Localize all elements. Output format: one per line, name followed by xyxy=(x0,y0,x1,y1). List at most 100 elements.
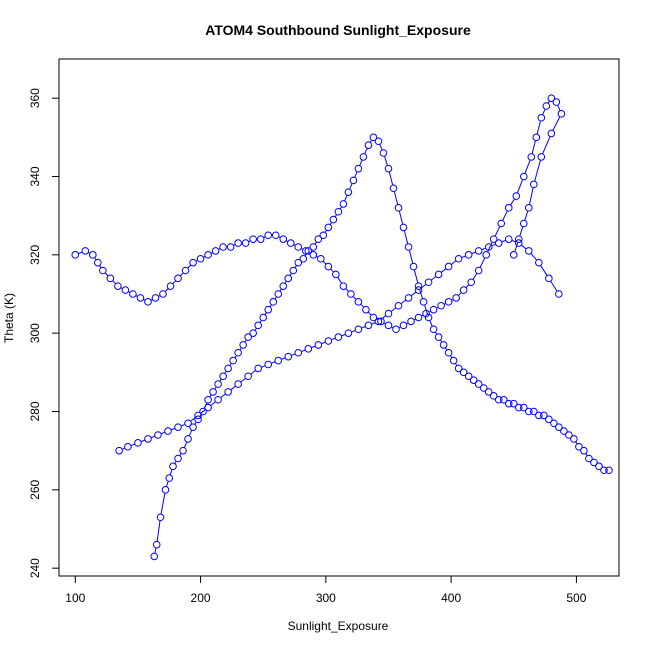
data-point xyxy=(269,298,278,306)
data-point xyxy=(354,325,363,334)
data-point xyxy=(519,219,528,228)
data-point xyxy=(99,266,107,275)
series-segment xyxy=(219,379,222,382)
data-point xyxy=(384,309,393,318)
data-point xyxy=(379,149,388,157)
data-point xyxy=(484,243,493,251)
series-segment xyxy=(408,250,414,264)
data-point xyxy=(444,348,453,357)
series-segment xyxy=(143,299,145,301)
data-point xyxy=(437,301,445,310)
data-point xyxy=(399,223,408,232)
series-segment xyxy=(472,273,478,280)
data-point xyxy=(444,298,453,306)
series-segment xyxy=(360,304,364,308)
series-segment xyxy=(413,269,419,283)
data-point xyxy=(204,251,212,259)
series-segment xyxy=(401,299,407,304)
data-point xyxy=(479,384,488,392)
series-segment xyxy=(481,247,486,251)
series-segment xyxy=(575,441,578,444)
data-point xyxy=(494,239,503,247)
data-point xyxy=(174,274,182,283)
series-segment xyxy=(461,255,466,258)
data-point xyxy=(429,325,438,334)
series-segment xyxy=(210,401,216,406)
data-point xyxy=(354,164,363,173)
series-segment xyxy=(419,289,423,299)
data-point xyxy=(239,341,247,349)
data-point xyxy=(524,247,533,255)
series-segment xyxy=(250,370,256,375)
series-segment xyxy=(465,284,470,288)
data-point xyxy=(264,360,273,369)
data-point xyxy=(555,423,563,431)
data-point xyxy=(199,407,207,416)
data-point xyxy=(444,262,453,271)
data-point xyxy=(464,372,473,381)
data-point xyxy=(369,313,378,322)
series-segment xyxy=(351,330,356,333)
data-point xyxy=(234,380,242,388)
data-point xyxy=(389,184,398,193)
data-point xyxy=(339,282,348,290)
y-tick-label: 360 xyxy=(28,88,42,108)
series-segment xyxy=(131,443,135,446)
plot-frame xyxy=(58,58,620,577)
series-segment xyxy=(291,353,296,356)
data-point xyxy=(414,286,423,294)
data-point xyxy=(274,290,283,298)
series-segment xyxy=(529,187,534,205)
series-segment xyxy=(530,253,537,261)
data-point xyxy=(565,431,573,439)
x-axis: 100 200 300 400 500 xyxy=(65,575,587,605)
series-segment xyxy=(248,240,251,242)
series-segment xyxy=(331,337,336,341)
data-point xyxy=(334,333,343,341)
data-point xyxy=(509,251,518,259)
series-segment xyxy=(171,428,175,431)
y-axis: 240 260 280 300 320 340 360 xyxy=(28,88,60,578)
data-point xyxy=(509,399,518,408)
series-segment xyxy=(180,272,184,277)
data-point xyxy=(349,176,358,185)
series-segment xyxy=(169,469,173,475)
series-segment xyxy=(209,394,212,397)
y-tick-label: 280 xyxy=(28,401,42,421)
data-point xyxy=(392,325,400,334)
series-segment xyxy=(94,257,97,260)
data-point xyxy=(304,247,313,255)
data-point xyxy=(532,133,541,142)
series-segment xyxy=(424,305,428,315)
series-segment xyxy=(128,291,130,293)
data-point xyxy=(179,446,187,455)
data-point xyxy=(519,403,528,412)
y-tick-label: 240 xyxy=(28,558,42,578)
data-point xyxy=(274,356,283,365)
series-segment xyxy=(88,252,90,254)
data-point xyxy=(214,380,222,388)
data-point xyxy=(344,329,353,337)
series-segment xyxy=(230,385,236,391)
data-point xyxy=(166,282,175,290)
series-segment xyxy=(278,236,281,238)
series-segment xyxy=(334,214,337,217)
series-segment xyxy=(263,236,266,238)
data-point xyxy=(229,356,237,365)
data-point xyxy=(94,258,102,267)
data-point xyxy=(181,266,190,275)
data-point xyxy=(374,137,383,146)
data-point xyxy=(289,266,298,275)
data-point xyxy=(134,439,142,447)
series-segment xyxy=(359,160,363,166)
series-segment xyxy=(339,206,342,209)
series-segment xyxy=(150,299,153,301)
series-segment xyxy=(261,365,266,368)
data-point xyxy=(309,243,318,251)
series-segment xyxy=(194,422,197,425)
data-point xyxy=(469,376,478,384)
data-point xyxy=(334,207,343,216)
series-segment xyxy=(112,280,116,284)
data-point xyxy=(414,313,423,322)
data-point xyxy=(284,352,293,361)
